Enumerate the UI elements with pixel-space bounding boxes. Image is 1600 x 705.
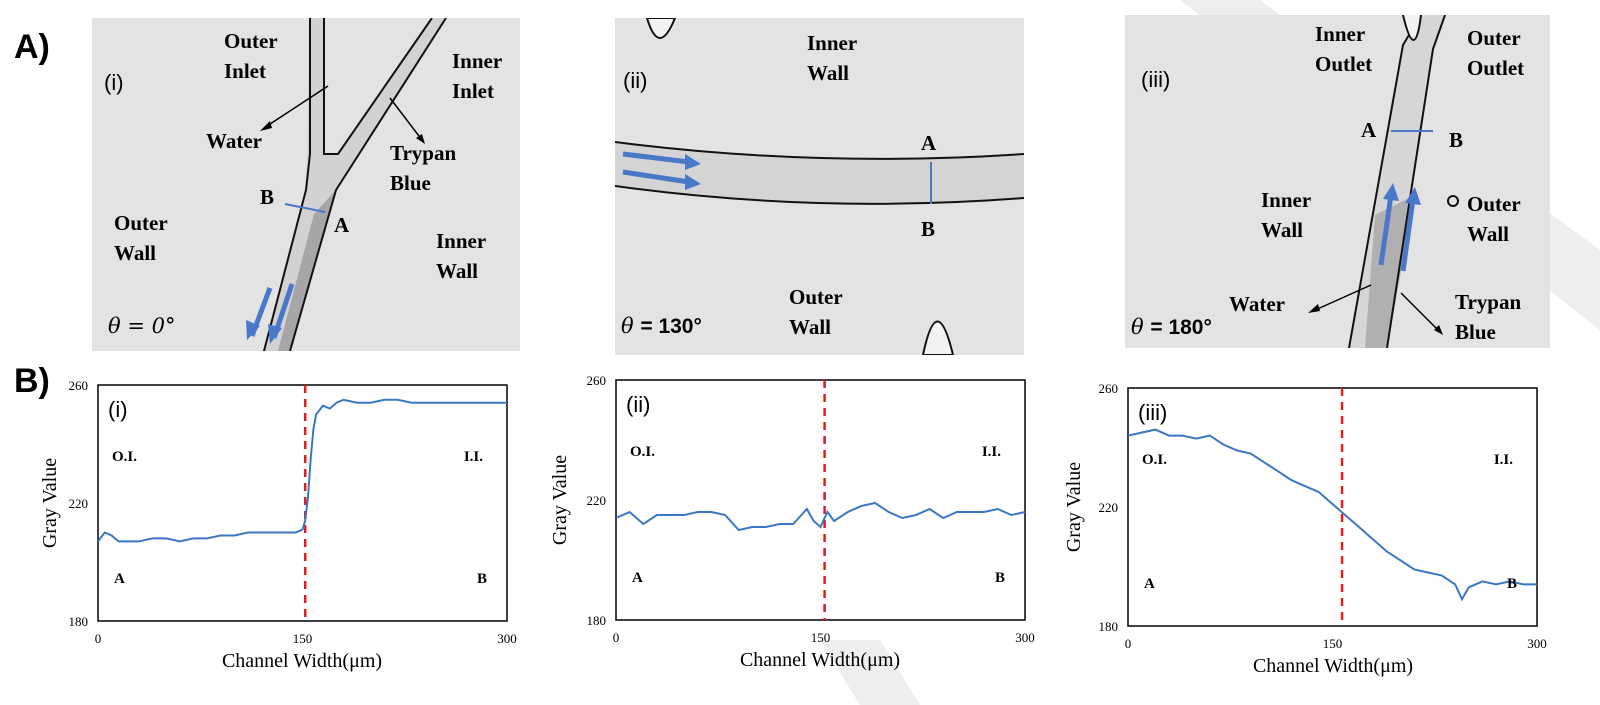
series-line xyxy=(97,398,507,543)
point-a-label: A xyxy=(1361,118,1377,142)
inner-wall-label: Inner Wall xyxy=(807,31,858,85)
channel-drawing-iii xyxy=(1308,15,1459,348)
micrograph-panel-i: (i) Outer Inlet Inner Inlet Water Trypan… xyxy=(92,18,520,351)
x-axis-label: Channel Width(μm) xyxy=(740,649,900,671)
inner-wall-label: Inner Wall xyxy=(436,229,487,283)
x-tick-label: 0 xyxy=(95,631,102,646)
x-axis-label: Channel Width(μm) xyxy=(1253,655,1413,677)
y-tick-label: 260 xyxy=(1099,381,1119,396)
annotation-outer-inlet: O.I. xyxy=(1142,452,1167,468)
annotation-outer-inlet: O.I. xyxy=(112,449,137,465)
y-tick-label: 180 xyxy=(69,614,89,629)
plot-frame xyxy=(97,384,508,622)
panel-number: (iii) xyxy=(1138,400,1167,425)
channel-drawing-ii xyxy=(615,18,1024,355)
trypan-blue-label: Trypan Blue xyxy=(1455,290,1522,344)
water-label: Water xyxy=(206,129,262,153)
x-tick-label: 0 xyxy=(613,630,620,645)
outer-inlet-label: Outer Inlet xyxy=(224,29,278,83)
annotation-point-b: B xyxy=(995,570,1005,586)
series-line xyxy=(615,501,1026,532)
y-axis-label: Gray Value xyxy=(1063,462,1085,552)
annotation-outer-inlet: O.I. xyxy=(630,444,655,460)
y-axis-label: Gray Value xyxy=(549,455,571,545)
chart-group-1: 180 220 260 0 150 300 Channel Width(μm) Gray Va… xyxy=(39,378,517,672)
y-tick-label: 260 xyxy=(69,378,89,393)
outer-wall-label: Outer Wall xyxy=(1467,192,1521,246)
panel-number: (i) xyxy=(108,397,128,422)
angle-label: θ = 180° xyxy=(1131,315,1212,339)
annotation-point-a: A xyxy=(1144,576,1155,592)
x-tick-label: 0 xyxy=(1125,636,1132,651)
inner-inlet-label: Inner Inlet xyxy=(452,49,503,103)
micrograph-panel-iii: (iii) Inner Outlet Outer Outlet A B Inne… xyxy=(1125,15,1550,348)
x-tick-label: 300 xyxy=(1015,630,1035,645)
panel-number: (iii) xyxy=(1141,67,1171,92)
section-label-a: A) xyxy=(14,28,50,66)
y-tick-label: 180 xyxy=(1099,619,1119,634)
inner-outlet-label: Inner Outlet xyxy=(1315,22,1373,76)
y-tick-label: 220 xyxy=(1099,500,1119,515)
channel-drawing-i xyxy=(246,18,447,351)
micrograph-panel-ii: (ii) Inner Wall Outer Wall A B θ = 130° xyxy=(615,18,1024,355)
plot-frame xyxy=(1127,387,1538,627)
y-tick-label: 260 xyxy=(587,373,607,388)
annotation-inner-inlet: I.I. xyxy=(1494,452,1513,468)
outer-wall-label: Outer Wall xyxy=(789,285,843,339)
annotation-point-a: A xyxy=(114,571,125,587)
water-label: Water xyxy=(1229,292,1285,316)
x-tick-label: 150 xyxy=(1323,636,1343,651)
panel-number: (ii) xyxy=(623,68,648,93)
point-a-label: A xyxy=(334,213,350,237)
annotation-inner-inlet: I.I. xyxy=(982,444,1001,460)
panel-number: (ii) xyxy=(626,392,650,417)
chart-group-2: 180 220 260 0 150 300 Channel Width(μm) Gray Va… xyxy=(549,373,1035,671)
x-tick-label: 300 xyxy=(1527,636,1547,651)
inner-wall-label: Inner Wall xyxy=(1261,188,1312,242)
section-label-b: B) xyxy=(14,362,50,400)
point-b-label: B xyxy=(260,185,275,209)
outer-outlet-label: Outer Outlet xyxy=(1467,26,1525,80)
point-b-label: B xyxy=(1449,128,1464,152)
series-line xyxy=(1127,428,1537,602)
y-tick-label: 180 xyxy=(587,613,607,628)
outer-wall-label: Outer Wall xyxy=(114,211,168,265)
panel-number: (i) xyxy=(104,70,124,95)
point-a-label: A xyxy=(921,131,937,155)
x-axis-label: Channel Width(μm) xyxy=(222,650,382,672)
x-tick-label: 150 xyxy=(293,631,313,646)
trypan-blue-label: Trypan Blue xyxy=(390,141,457,195)
annotation-inner-inlet: I.I. xyxy=(464,449,483,465)
annotation-point-a: A xyxy=(632,570,643,586)
annotation-point-b: B xyxy=(477,571,487,587)
angle-label: θ = 0° xyxy=(108,314,176,338)
y-tick-label: 220 xyxy=(69,496,89,511)
plot-frame xyxy=(615,379,1026,621)
x-tick-label: 300 xyxy=(497,631,517,646)
chart-group-3: 180 220 260 0 150 300 Channel Width(μm) Gray Va… xyxy=(1063,381,1547,677)
annotation-point-b: B xyxy=(1507,576,1517,592)
y-tick-label: 220 xyxy=(587,493,607,508)
angle-label: θ = 130° xyxy=(621,314,702,338)
y-axis-label: Gray Value xyxy=(39,458,61,548)
point-b-label: B xyxy=(921,217,936,241)
x-tick-label: 150 xyxy=(811,630,831,645)
